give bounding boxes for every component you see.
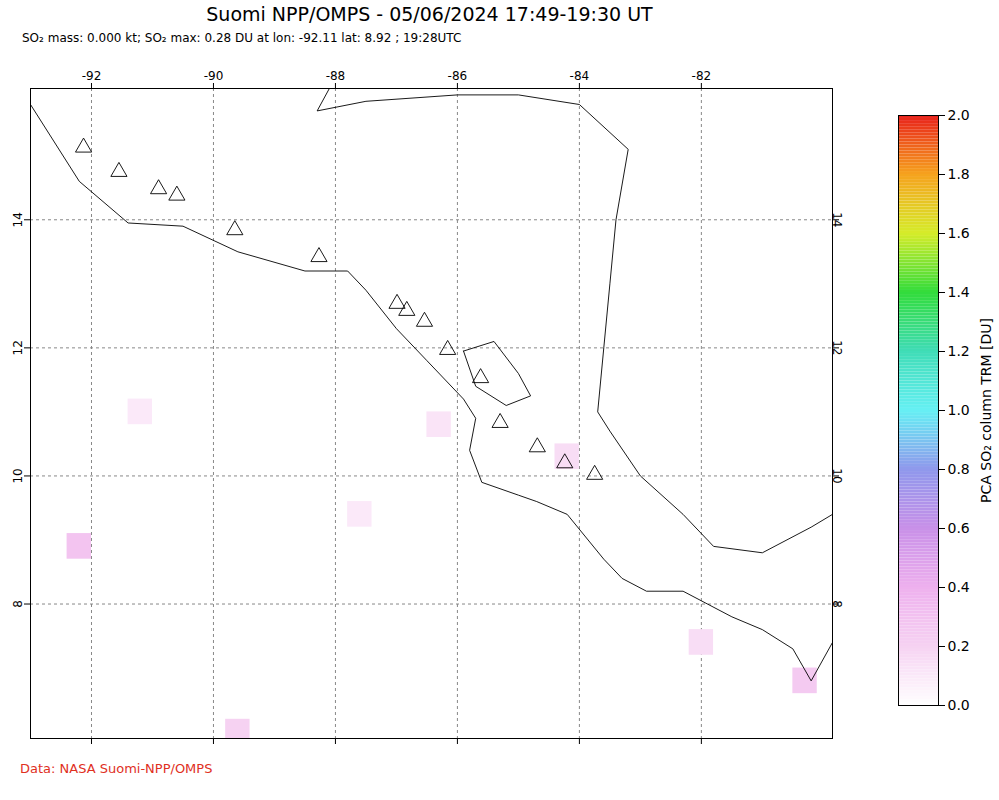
html-text:Suomi NPP/OMPS - 05/06/2024 17: Suomi NPP/OMPS - 05/06/2024 17:49-19:30 …: [206, 3, 653, 25]
svg-text:-88: -88: [326, 69, 346, 83]
svg-text:1.0: 1.0: [948, 402, 970, 418]
svg-text:0.6: 0.6: [948, 520, 970, 536]
svg-text:1.2: 1.2: [948, 343, 970, 359]
html-text:SO₂ mass: 0.000 kt; SO₂ max: 0: SO₂ mass: 0.000 kt; SO₂ max: 0.28 DU at …: [22, 31, 462, 45]
svg-text:-82: -82: [692, 69, 712, 83]
svg-text:10: 10: [830, 468, 844, 484]
svg-text:-90: -90: [204, 69, 224, 83]
svg-text:12: 12: [11, 340, 25, 355]
svg-text:0.2: 0.2: [948, 638, 970, 654]
svg-text:0.8: 0.8: [948, 461, 970, 477]
html-text:Data: NASA Suomi-NPP/OMPS: Data: NASA Suomi-NPP/OMPS: [20, 761, 213, 776]
svg-text:-86: -86: [448, 69, 468, 83]
svg-text:-92: -92: [82, 69, 102, 83]
svg-text:0.0: 0.0: [948, 697, 970, 713]
svg-text:0.4: 0.4: [948, 579, 970, 595]
svg-text:14: 14: [830, 212, 844, 228]
svg-text:14: 14: [11, 212, 25, 227]
svg-text:2.0: 2.0: [948, 107, 970, 123]
svg-text:1.8: 1.8: [948, 166, 970, 182]
svg-text:10: 10: [11, 468, 25, 483]
svg-text:1.6: 1.6: [948, 225, 970, 241]
svg-text:-84: -84: [570, 69, 590, 83]
svg-text:12: 12: [830, 340, 844, 356]
svg-text:8: 8: [11, 600, 25, 608]
svg-text:PCA SO₂ column TRM [DU]: PCA SO₂ column TRM [DU]: [978, 318, 994, 503]
svg-text:8: 8: [830, 600, 844, 608]
svg-text:1.4: 1.4: [948, 284, 970, 300]
